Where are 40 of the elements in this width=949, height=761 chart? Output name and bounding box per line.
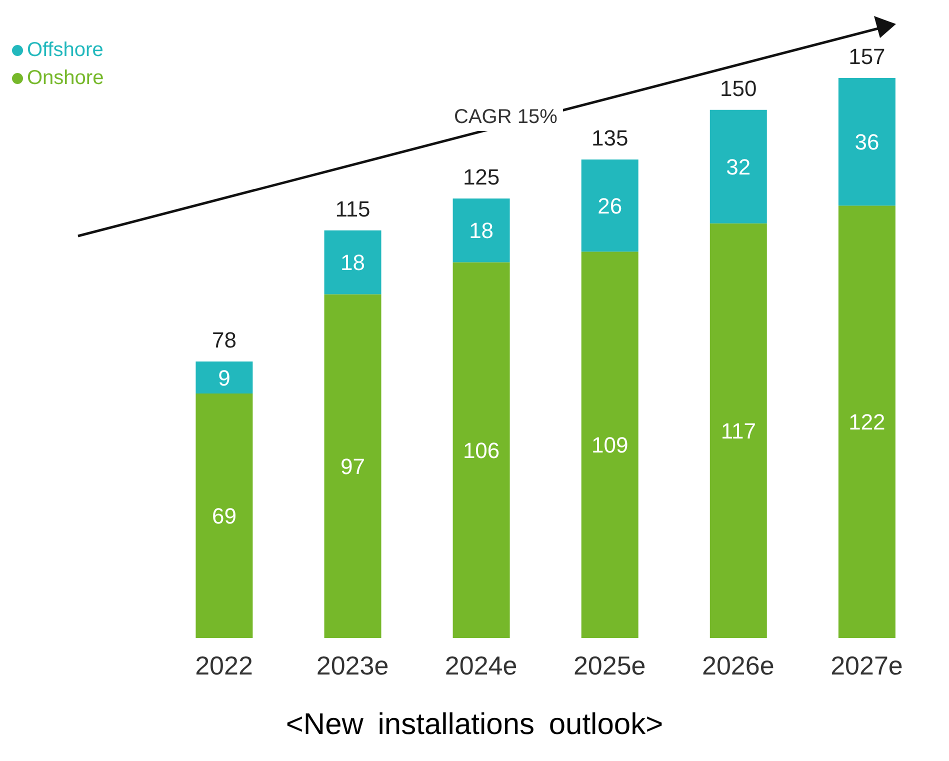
annotation: CAGR 15% (448, 104, 564, 131)
data-label: 117 (720, 418, 756, 444)
data-label: 18 (340, 250, 365, 276)
data-label: 69 (212, 504, 236, 529)
x-tick-label: 2026e (702, 650, 774, 680)
bar (196, 362, 253, 394)
data-label: 106 (462, 438, 500, 463)
total-label: 157 (848, 44, 886, 69)
bar (196, 393, 253, 638)
data-label: 9 (218, 365, 230, 390)
bar (581, 160, 638, 252)
bar (452, 262, 510, 638)
bar (324, 294, 382, 638)
data-label: 109 (591, 432, 628, 458)
x-tick-label: 2023e (316, 650, 389, 680)
total-label: 135 (591, 126, 628, 151)
data-label: 32 (726, 154, 751, 180)
bar (838, 206, 896, 638)
x-tick-label: 2022 (195, 650, 253, 680)
bar (710, 110, 767, 224)
total-label: 78 (212, 328, 236, 353)
x-tick-label: 2025e (573, 650, 646, 680)
data-label: 26 (598, 193, 622, 218)
data-label: 122 (848, 410, 886, 435)
total-label: 115 (335, 196, 370, 222)
bar (838, 78, 896, 206)
data-label: 36 (854, 130, 880, 155)
legend-label: Offshore (27, 39, 104, 61)
bar (710, 223, 767, 638)
data-label: 97 (340, 454, 365, 479)
bar (452, 198, 510, 262)
bar (324, 230, 382, 294)
bar (581, 252, 638, 638)
x-tick-label: 2024e (444, 650, 518, 680)
text: <New installations outlook> (284, 708, 664, 742)
data-label: 18 (469, 218, 494, 244)
x-tick-label: 2027e (830, 650, 903, 680)
legend-label: Onshore (27, 67, 104, 89)
total-label: 125 (462, 164, 500, 190)
total-label: 150 (720, 76, 757, 101)
